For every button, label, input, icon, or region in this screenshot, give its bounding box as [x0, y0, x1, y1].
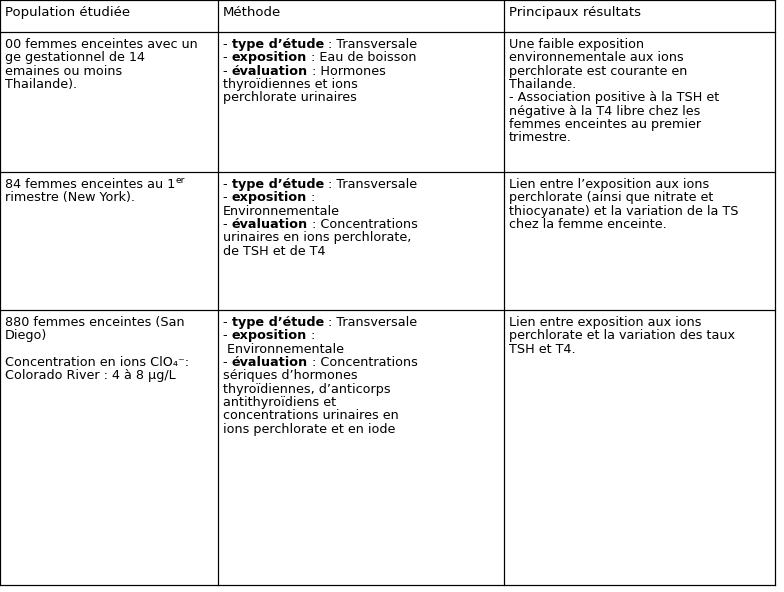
Text: -: - — [223, 38, 231, 51]
Text: :: : — [307, 191, 315, 204]
Text: Concentration en ions ClO₄⁻:: Concentration en ions ClO₄⁻: — [5, 356, 189, 369]
Text: Environnementale: Environnementale — [223, 205, 340, 218]
Text: : Transversale: : Transversale — [324, 38, 417, 51]
Text: Lien entre exposition aux ions: Lien entre exposition aux ions — [509, 316, 702, 329]
Text: ions perchlorate et en iode: ions perchlorate et en iode — [223, 423, 395, 436]
Text: évaluation: évaluation — [231, 65, 308, 78]
Text: femmes enceintes au premier: femmes enceintes au premier — [509, 118, 701, 131]
Text: 880 femmes enceintes (San: 880 femmes enceintes (San — [5, 316, 184, 329]
Text: Environnementale: Environnementale — [223, 343, 344, 356]
Text: er: er — [176, 176, 184, 185]
Text: Principaux résultats: Principaux résultats — [509, 6, 641, 19]
Text: : Transversale: : Transversale — [324, 316, 417, 329]
Text: thyroïdiennes et ions: thyroïdiennes et ions — [223, 78, 358, 91]
Text: perchlorate (ainsi que nitrate et: perchlorate (ainsi que nitrate et — [509, 191, 713, 204]
Text: : Concentrations: : Concentrations — [308, 356, 418, 369]
Text: thiocyanate) et la variation de la TS: thiocyanate) et la variation de la TS — [509, 205, 739, 218]
Text: perchlorate est courante en: perchlorate est courante en — [509, 65, 688, 78]
Text: sériques d’hormones: sériques d’hormones — [223, 369, 358, 382]
Text: -: - — [223, 178, 231, 191]
Text: chez la femme enceinte.: chez la femme enceinte. — [509, 218, 666, 231]
Text: :: : — [307, 329, 315, 342]
Text: Lien entre l’exposition aux ions: Lien entre l’exposition aux ions — [509, 178, 710, 191]
Text: -: - — [223, 329, 231, 342]
Text: Thailande).: Thailande). — [5, 78, 77, 91]
Text: emaines ou moins: emaines ou moins — [5, 65, 122, 78]
Text: -: - — [223, 191, 231, 204]
Text: négative à la T4 libre chez les: négative à la T4 libre chez les — [509, 105, 700, 118]
Text: -: - — [223, 356, 231, 369]
Text: exposition: exposition — [231, 191, 307, 204]
Text: type d’étude: type d’étude — [231, 316, 324, 329]
Text: évaluation: évaluation — [231, 218, 308, 231]
Text: 00 femmes enceintes avec un: 00 femmes enceintes avec un — [5, 38, 198, 51]
Text: -: - — [223, 65, 231, 78]
Text: thyroïdiennes, d’anticorps: thyroïdiennes, d’anticorps — [223, 382, 390, 395]
Text: : Hormones: : Hormones — [308, 65, 386, 78]
Text: : Transversale: : Transversale — [324, 178, 417, 191]
Text: concentrations urinaires en: concentrations urinaires en — [223, 410, 399, 422]
Text: trimestre.: trimestre. — [509, 131, 572, 144]
Text: perchlorate urinaires: perchlorate urinaires — [223, 91, 357, 104]
Text: exposition: exposition — [231, 52, 307, 65]
Text: Thailande.: Thailande. — [509, 78, 576, 91]
Text: type d’étude: type d’étude — [231, 178, 324, 191]
Text: ge gestationnel de 14: ge gestationnel de 14 — [5, 52, 145, 65]
Text: perchlorate et la variation des taux: perchlorate et la variation des taux — [509, 329, 735, 342]
Text: 84 femmes enceintes au 1: 84 femmes enceintes au 1 — [5, 178, 176, 191]
Text: : Eau de boisson: : Eau de boisson — [307, 52, 416, 65]
Text: exposition: exposition — [231, 329, 307, 342]
Text: TSH et T4.: TSH et T4. — [509, 343, 575, 356]
Text: - Association positive à la TSH et: - Association positive à la TSH et — [509, 91, 719, 104]
Text: rimestre (New York).: rimestre (New York). — [5, 191, 135, 204]
Text: Méthode: Méthode — [223, 6, 281, 19]
Text: environnementale aux ions: environnementale aux ions — [509, 52, 684, 65]
Text: Une faible exposition: Une faible exposition — [509, 38, 644, 51]
Text: urinaires en ions perchlorate,: urinaires en ions perchlorate, — [223, 231, 412, 244]
Text: de TSH et de T4: de TSH et de T4 — [223, 244, 325, 258]
Text: -: - — [223, 218, 231, 231]
Text: Colorado River : 4 à 8 μg/L: Colorado River : 4 à 8 μg/L — [5, 369, 176, 382]
Text: -: - — [223, 316, 231, 329]
Text: type d’étude: type d’étude — [231, 38, 324, 51]
Text: évaluation: évaluation — [231, 356, 308, 369]
Text: -: - — [223, 52, 231, 65]
Text: : Concentrations: : Concentrations — [308, 218, 418, 231]
Text: Diego): Diego) — [5, 329, 47, 342]
Text: Population étudiée: Population étudiée — [5, 6, 130, 19]
Text: antithyroïdiens et: antithyroïdiens et — [223, 396, 336, 409]
